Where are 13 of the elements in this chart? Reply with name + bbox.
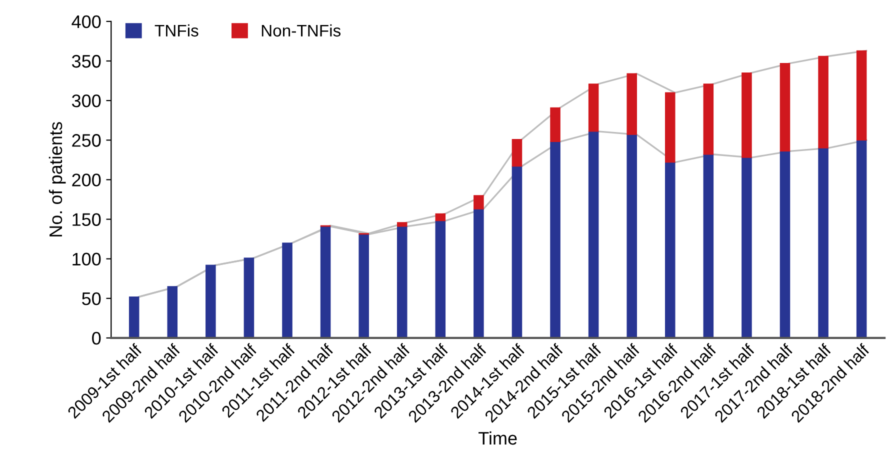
y-tick-label: 350 (72, 54, 101, 68)
legend-label: Non-TNFis (262, 24, 341, 37)
y-tick-label: 100 (72, 252, 101, 266)
legend-label: TNFis (154, 24, 198, 37)
y-tick-label: 400 (72, 15, 101, 28)
x-axis-title: Time (478, 431, 517, 445)
y-tick-label: 250 (72, 134, 101, 147)
y-tick-label: 300 (72, 94, 101, 108)
y-tick-label: 200 (72, 174, 101, 186)
y-axis-title: No. of patients (48, 122, 66, 236)
y-tick-label: 0 (92, 332, 101, 345)
y-tick-label: 150 (72, 213, 101, 226)
y-tick-label: 50 (82, 292, 101, 306)
